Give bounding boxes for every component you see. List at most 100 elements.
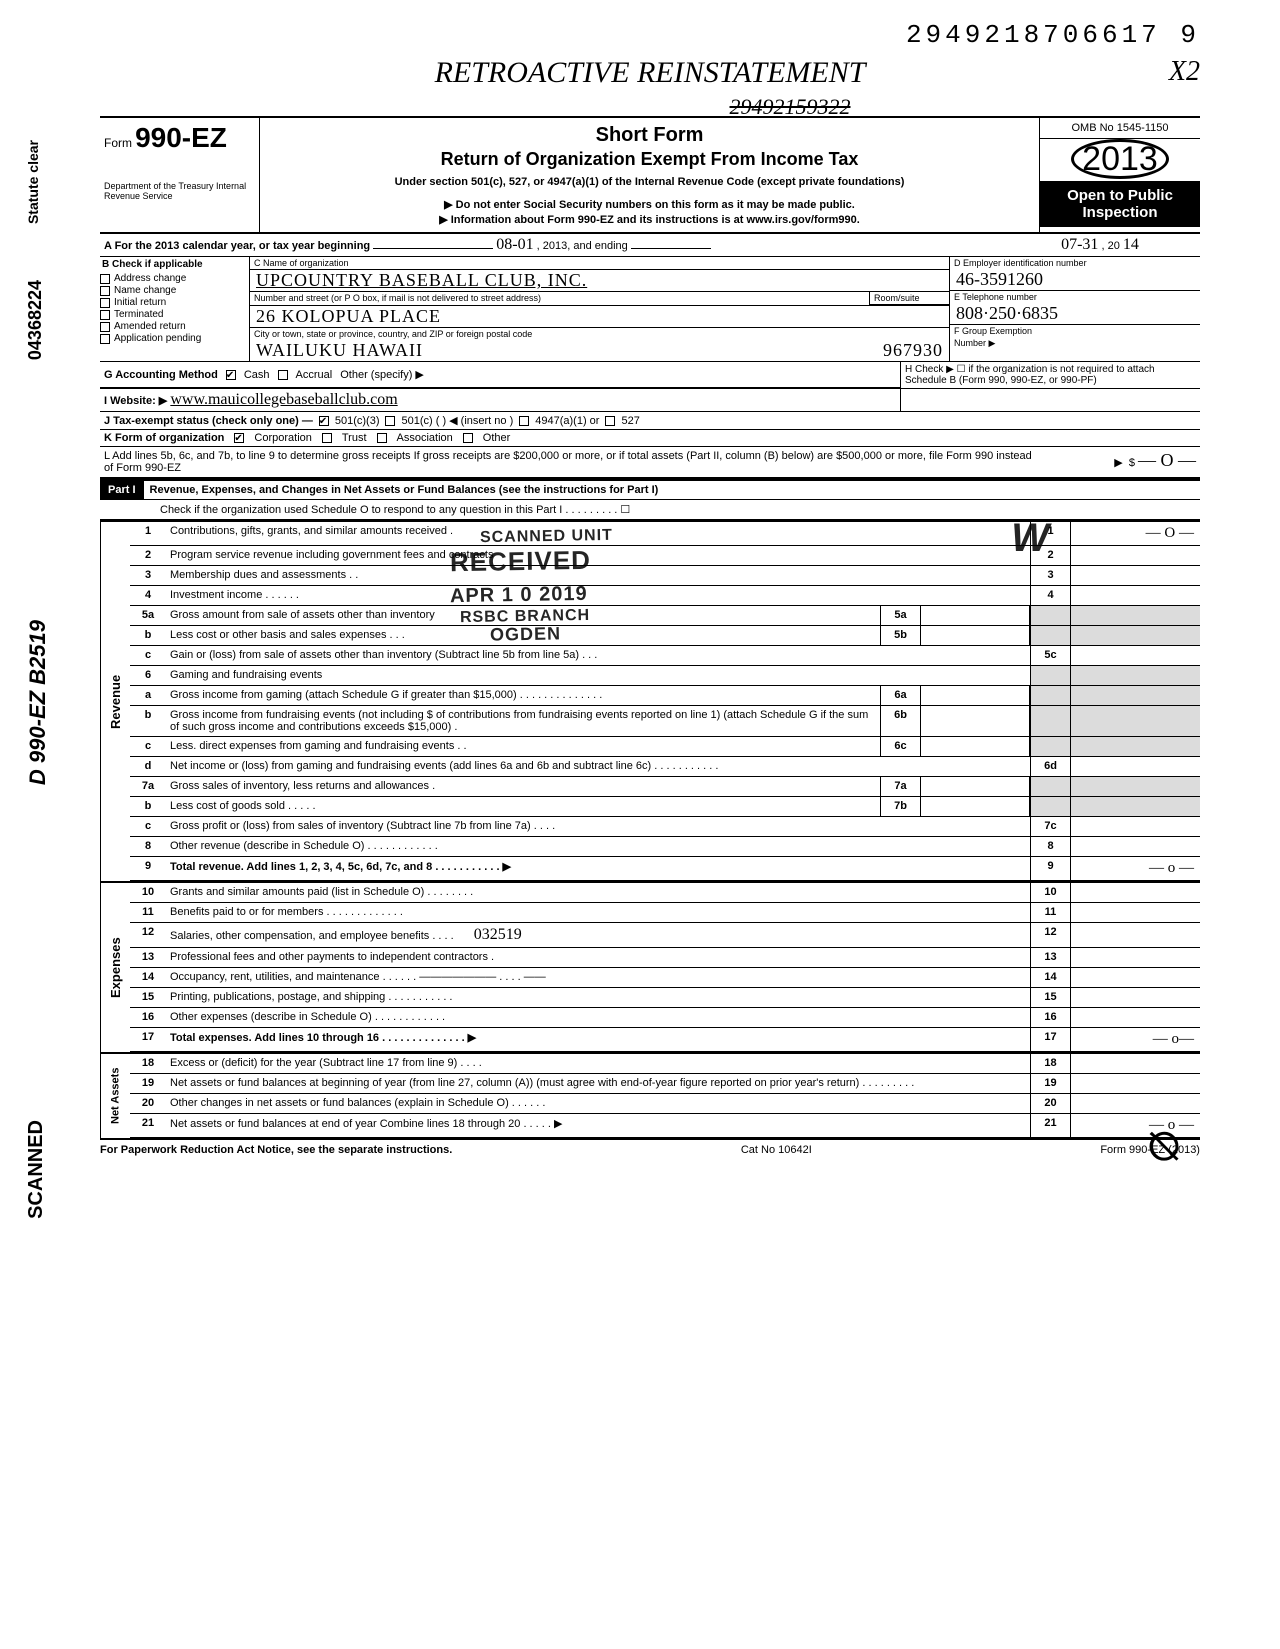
city-label: City or town, state or province, country…	[250, 328, 949, 340]
right-num	[1030, 606, 1070, 625]
line-num: 16	[130, 1008, 166, 1027]
table-row: 1Contributions, gifts, grants, and simil…	[130, 522, 1200, 546]
arrow2: ▶ Information about Form 990-EZ and its …	[266, 213, 1033, 226]
line-desc: Total revenue. Add lines 1, 2, 3, 4, 5c,…	[166, 857, 1030, 880]
line-desc: Other revenue (describe in Schedule O) .…	[166, 837, 1030, 856]
table-row: dNet income or (loss) from gaming and fu…	[130, 757, 1200, 777]
cb-corp[interactable]	[234, 433, 244, 443]
retro-title: RETROACTIVE REINSTATEMENT	[435, 56, 866, 90]
table-row: 14Occupancy, rent, utilities, and mainte…	[130, 968, 1200, 988]
line-desc: Contributions, gifts, grants, and simila…	[166, 522, 1030, 545]
right-num: 4	[1030, 586, 1070, 605]
right-val	[1070, 666, 1200, 685]
line-desc: Less. direct expenses from gaming and fu…	[166, 737, 880, 756]
cb-trust[interactable]	[322, 433, 332, 443]
line-desc: Professional fees and other payments to …	[166, 948, 1030, 967]
right-num: 15	[1030, 988, 1070, 1007]
right-val	[1070, 586, 1200, 605]
rowA-begin: 08-01	[496, 236, 533, 253]
table-row: 20Other changes in net assets or fund ba…	[130, 1094, 1200, 1114]
line-desc: Net income or (loss) from gaming and fun…	[166, 757, 1030, 776]
table-row: cGross profit or (loss) from sales of in…	[130, 817, 1200, 837]
table-row: 19Net assets or fund balances at beginni…	[130, 1074, 1200, 1094]
line-num: 19	[130, 1074, 166, 1093]
right-val	[1070, 646, 1200, 665]
line-num: 5a	[130, 606, 166, 625]
cb-527[interactable]	[605, 416, 615, 426]
table-row: 4Investment income . . . . . .4	[130, 586, 1200, 606]
table-row: cLess. direct expenses from gaming and f…	[130, 737, 1200, 757]
right-num: 17	[1030, 1028, 1070, 1051]
right-num: 10	[1030, 883, 1070, 902]
j-opt3: 4947(a)(1) or	[535, 415, 599, 427]
line-desc: Printing, publications, postage, and shi…	[166, 988, 1030, 1007]
right-val	[1070, 837, 1200, 856]
right-val	[1070, 883, 1200, 902]
line-desc: Benefits paid to or for members . . . . …	[166, 903, 1030, 922]
cb-amended[interactable]	[100, 322, 110, 332]
arrow1: ▶ Do not enter Social Security numbers o…	[266, 198, 1033, 211]
mid-val	[920, 686, 1030, 705]
cb-other-org[interactable]	[463, 433, 473, 443]
initials-bottom: ⦰	[1148, 1123, 1180, 1170]
checkB-title: B Check if applicable	[100, 257, 249, 272]
right-num: 14	[1030, 968, 1070, 987]
cb-pending[interactable]	[100, 334, 110, 344]
g-other: Other (specify) ▶	[340, 368, 424, 381]
line-desc: Total expenses. Add lines 10 through 16 …	[166, 1028, 1030, 1051]
cb-accrual[interactable]	[278, 370, 288, 380]
right-num: 18	[1030, 1054, 1070, 1073]
right-val: — o—	[1070, 1028, 1200, 1051]
addr-label: Number and street (or P O box, if mail i…	[250, 292, 869, 304]
e-value: 808·250·6835	[950, 303, 1200, 324]
line-num: 18	[130, 1054, 166, 1073]
k-opt1: Corporation	[254, 432, 311, 444]
mid-num: 7b	[880, 797, 920, 816]
right-num	[1030, 686, 1070, 705]
omb-number: OMB No 1545-1150	[1040, 118, 1200, 139]
cb-name-change[interactable]	[100, 286, 110, 296]
l-value: — O —	[1138, 450, 1196, 470]
mid-num: 6a	[880, 686, 920, 705]
right-val	[1070, 1074, 1200, 1093]
right-num	[1030, 777, 1070, 796]
right-num: 2	[1030, 546, 1070, 565]
cb-terminated[interactable]	[100, 310, 110, 320]
cb-4947[interactable]	[519, 416, 529, 426]
line-num: 15	[130, 988, 166, 1007]
table-row: cGain or (loss) from sale of assets othe…	[130, 646, 1200, 666]
right-num: 5c	[1030, 646, 1070, 665]
cb-address-change[interactable]	[100, 274, 110, 284]
right-val	[1070, 757, 1200, 776]
line-num: 7a	[130, 777, 166, 796]
line-desc: Other expenses (describe in Schedule O) …	[166, 1008, 1030, 1027]
footer-left: For Paperwork Reduction Act Notice, see …	[100, 1144, 452, 1156]
open-public: Open to Public	[1042, 187, 1198, 204]
line-desc: Other changes in net assets or fund bala…	[166, 1094, 1030, 1113]
table-row: 6Gaming and fundraising events	[130, 666, 1200, 686]
cb-501c[interactable]	[385, 416, 395, 426]
room-label: Room/suite	[869, 292, 949, 305]
line-desc: Gross income from fundraising events (no…	[166, 706, 880, 736]
h-text: H Check ▶ ☐ if the organization is not r…	[905, 364, 1155, 386]
mid-val	[920, 797, 1030, 816]
subtitle: Under section 501(c), 527, or 4947(a)(1)…	[266, 176, 1033, 188]
side-netassets: Net Assets	[100, 1054, 130, 1138]
k-label: K Form of organization	[104, 432, 224, 444]
right-val: — O —	[1070, 522, 1200, 545]
cb-label: Application pending	[114, 333, 201, 344]
line-desc: Excess or (deficit) for the year (Subtra…	[166, 1054, 1030, 1073]
line-num: 21	[130, 1114, 166, 1137]
cb-label: Address change	[114, 273, 186, 284]
cb-assoc[interactable]	[377, 433, 387, 443]
cb-501c3[interactable]	[319, 416, 329, 426]
table-row: 5aGross amount from sale of assets other…	[130, 606, 1200, 626]
line-desc: Gross sales of inventory, less returns a…	[166, 777, 880, 796]
right-num: 7c	[1030, 817, 1070, 836]
cb-initial-return[interactable]	[100, 298, 110, 308]
i-value: www.mauicollegebaseballclub.com	[170, 391, 397, 408]
x2-mark: X2	[1169, 56, 1200, 88]
table-row: 7aGross sales of inventory, less returns…	[130, 777, 1200, 797]
cb-cash[interactable]	[226, 370, 236, 380]
line-num: 12	[130, 923, 166, 947]
